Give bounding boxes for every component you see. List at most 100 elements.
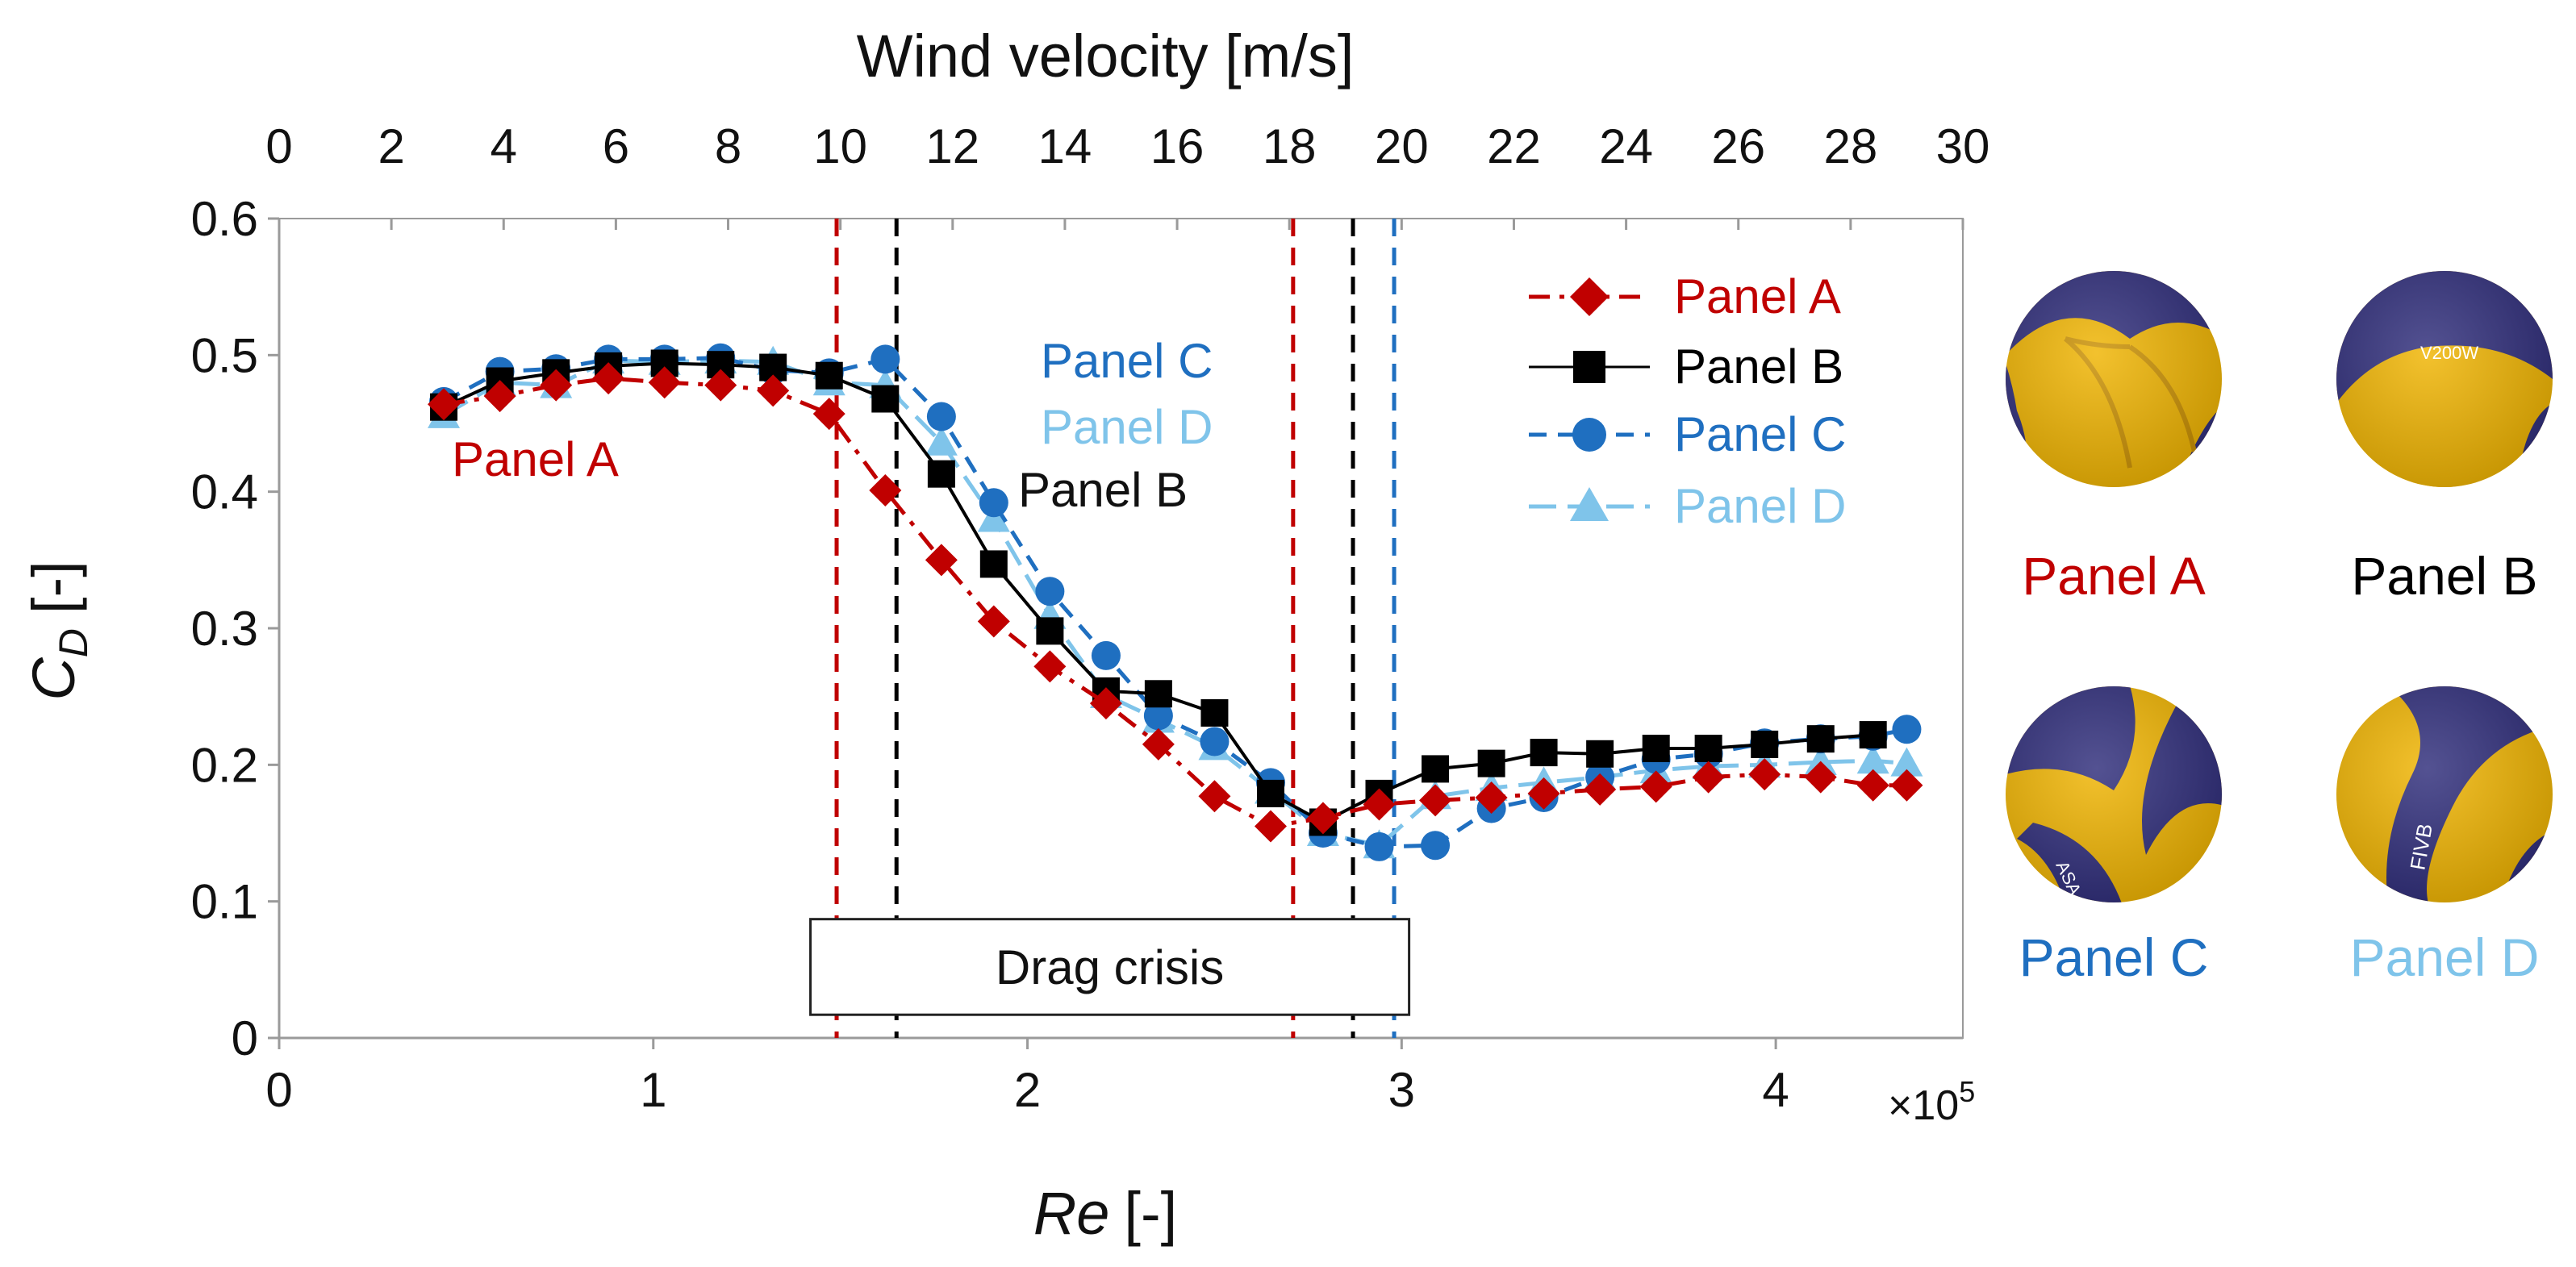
data-point: [979, 488, 1008, 518]
legend-label-panel-d: Panel D: [1674, 479, 1846, 533]
series-line: [442, 358, 1907, 848]
x-exponent-base: ×10: [1888, 1082, 1959, 1129]
bottom-axis-title: Re [-]: [1033, 1180, 1177, 1247]
x-tick-label: 4: [1762, 1063, 1789, 1117]
data-point: [1144, 680, 1172, 708]
data-point: [1143, 701, 1173, 731]
data-point: [1255, 810, 1288, 843]
data-point: [979, 550, 1008, 578]
y-title-symbol: C: [20, 657, 87, 701]
data-point: [1530, 739, 1558, 767]
legend-marker-panel-a: [1570, 277, 1609, 316]
data-series: [428, 343, 1923, 861]
data-point: [1477, 749, 1505, 777]
data-point: [1422, 755, 1450, 783]
data-point: [1856, 744, 1889, 774]
x2-tick-label: 0: [265, 119, 292, 173]
data-point: [815, 361, 843, 390]
data-point: [483, 380, 516, 413]
x-title-symbol: Re: [1033, 1180, 1110, 1247]
x-exponent-power: 5: [1959, 1075, 1975, 1108]
data-point: [1527, 777, 1560, 810]
x2-tick-label: 4: [491, 119, 517, 173]
x2-tick-label: 14: [1038, 119, 1092, 173]
data-point: [925, 544, 958, 577]
legend-marker-panel-c: [1572, 418, 1606, 452]
data-point: [1363, 788, 1396, 821]
data-point: [1200, 727, 1230, 756]
x2-tick-label: 6: [603, 119, 629, 173]
y-tick-label: 0: [232, 1011, 258, 1065]
legend-marker-panel-b: [1573, 351, 1605, 383]
y-title-subscript: D: [51, 628, 96, 657]
y-tick-label: 0.4: [191, 465, 258, 519]
x2-tick-label: 10: [813, 119, 867, 173]
drag-crisis-annotation: Drag crisis: [809, 918, 1411, 1016]
y-tick-label: 0.6: [191, 192, 258, 246]
data-point: [1200, 698, 1229, 727]
data-point: [926, 402, 956, 431]
data-point: [1089, 687, 1122, 720]
drag-crisis-label: Drag crisis: [996, 940, 1224, 994]
data-point: [1198, 780, 1231, 813]
x2-tick-label: 28: [1823, 119, 1877, 173]
x2-tick-label: 2: [378, 119, 404, 173]
legend-marker-panel-d: [1570, 487, 1609, 521]
data-point: [977, 605, 1010, 638]
x2-tick-label: 12: [925, 119, 979, 173]
legend-label-panel-a: Panel A: [1674, 269, 1841, 323]
ball-panel-a-image: [2006, 271, 2222, 487]
legend: Panel A Panel B Panel C Panel D: [1529, 269, 1846, 533]
data-point: [1804, 745, 1837, 775]
data-point: [1751, 730, 1779, 758]
series-panel-a: [428, 362, 1923, 843]
inline-label-panel-c: Panel C: [1041, 334, 1213, 388]
x2-tick-label: 30: [1936, 119, 1990, 173]
data-point: [927, 460, 955, 488]
data-point: [1419, 784, 1452, 817]
data-point: [592, 362, 625, 395]
left-axis-title: CD [-]: [20, 561, 96, 700]
data-point: [1748, 758, 1781, 791]
ball-panel-b-image: V200W: [2336, 271, 2553, 487]
data-point: [648, 366, 681, 399]
y-tick-label: 0.1: [191, 875, 258, 929]
x2-tick-label: 16: [1150, 119, 1204, 173]
data-point: [1036, 617, 1064, 645]
data-point: [1639, 770, 1672, 803]
data-point: [1091, 640, 1121, 670]
data-point: [869, 473, 902, 506]
drag-crisis-boundaries: [834, 219, 1397, 1038]
data-point: [1035, 577, 1065, 606]
data-point: [1692, 761, 1725, 794]
inline-label-panel-b: Panel B: [1018, 463, 1188, 517]
data-point: [1694, 735, 1722, 763]
data-point: [925, 426, 958, 456]
x2-tick-label: 22: [1487, 119, 1541, 173]
data-point: [1364, 831, 1394, 861]
drag-crisis-box: [809, 918, 1411, 1016]
data-point: [870, 344, 900, 374]
data-point: [977, 502, 1010, 532]
data-point: [1642, 735, 1670, 763]
data-point: [704, 369, 737, 402]
series-line: [442, 356, 1907, 849]
x2-tick-label: 24: [1599, 119, 1653, 173]
data-point: [1859, 721, 1887, 749]
legend-label-panel-b: Panel B: [1674, 340, 1843, 394]
x-tick-label: 1: [640, 1063, 666, 1117]
data-point: [1257, 779, 1285, 807]
data-point: [1421, 831, 1451, 861]
y-title-unit: [-]: [20, 561, 87, 614]
data-point: [1475, 781, 1508, 814]
legend-label-panel-c: Panel C: [1674, 407, 1846, 461]
data-point: [1306, 802, 1339, 835]
data-point: [1890, 769, 1923, 802]
data-point: [1033, 650, 1067, 683]
data-point: [1586, 740, 1614, 768]
ball-panel-d-image: FIVB: [2336, 686, 2553, 902]
x2-tick-label: 8: [715, 119, 741, 173]
data-point: [1890, 747, 1923, 777]
ball-logo-text: V200W: [2420, 343, 2478, 363]
